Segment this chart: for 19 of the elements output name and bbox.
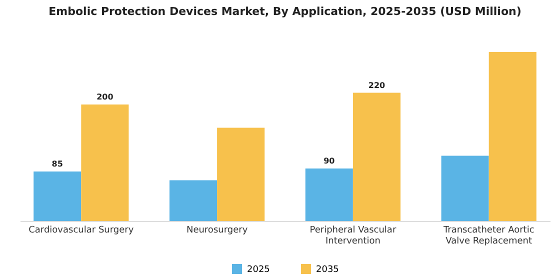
legend-label: 2025: [247, 265, 270, 275]
x-tick-label: Transcatheter Aortic Valve Replacement: [442, 226, 534, 246]
bar: [441, 156, 489, 221]
data-label: 85: [52, 159, 64, 168]
bar: [217, 128, 265, 221]
bar: [34, 171, 82, 221]
legend-label: 2035: [316, 265, 339, 275]
x-tick-label: Peripheral Vascular Intervention: [310, 226, 396, 246]
x-tick-label: Cardiovascular Surgery: [28, 226, 134, 236]
data-label: 200: [96, 92, 114, 102]
bar: [81, 104, 129, 221]
bar: [169, 180, 218, 221]
bar: [352, 92, 401, 221]
chart-title: Embolic Protection Devices Market, By Application, 2025-2035 (USD Million): [48, 5, 522, 18]
x-tick-label: Neurosurgery: [186, 226, 248, 236]
data-label: 90: [324, 156, 336, 166]
data-label: 220: [368, 80, 386, 90]
bar: [488, 52, 536, 221]
bar: [305, 168, 353, 221]
